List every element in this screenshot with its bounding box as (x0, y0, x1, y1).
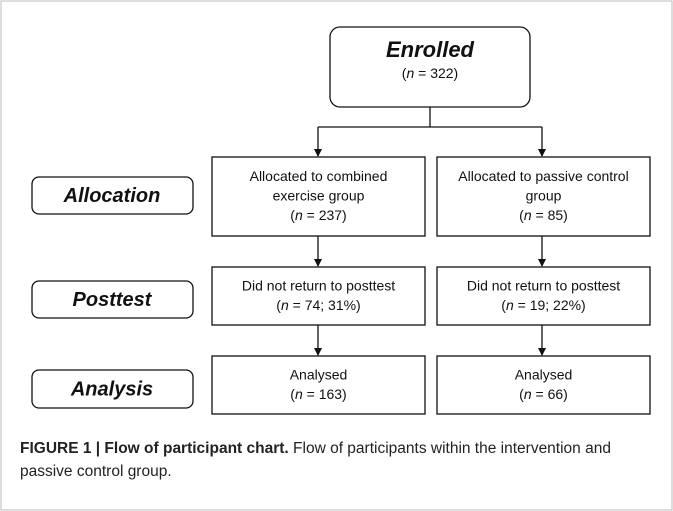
text-part: Allocated to passive control (458, 168, 628, 184)
box-text-line: Allocated to combined (250, 168, 388, 184)
text-part: n (506, 296, 514, 312)
text-part: = 322) (414, 65, 458, 81)
text-part: n (524, 207, 532, 223)
text-part: Analysed (515, 366, 573, 382)
text-part: exercise group (273, 187, 365, 203)
stage-box (31, 176, 194, 215)
text-part: = 163) (303, 385, 347, 401)
stage-left-box (211, 355, 426, 415)
stage-right-box (436, 266, 651, 326)
box-text-line: Analysed (515, 366, 573, 382)
stage-right-box (436, 355, 651, 415)
text-part: ( (276, 296, 281, 312)
stage-box (31, 280, 194, 319)
text-part: = 66) (532, 385, 568, 401)
stage-label: Analysis (70, 378, 153, 400)
stage-label: Allocation (63, 185, 161, 207)
text-part: n (524, 385, 532, 401)
text-part: ( (290, 207, 295, 223)
text-part: Analysed (290, 366, 348, 382)
box-text-line: (n = 19; 22%) (501, 296, 585, 312)
box-text-line: Did not return to posttest (242, 277, 395, 293)
text-part: ( (402, 65, 407, 81)
text-part: = 237) (303, 207, 347, 223)
enrolled-count: (n = 322) (402, 65, 458, 81)
text-part: n (281, 296, 289, 312)
stage-left-box (211, 156, 426, 237)
text-part: = 19; 22%) (514, 296, 586, 312)
caption: FIGURE 1 | Flow of participant chart. Fl… (20, 437, 650, 483)
text-part: ( (519, 385, 524, 401)
box-text-line: (n = 163) (290, 385, 346, 401)
caption-text: Flow of participants within the interven… (20, 440, 611, 480)
text-part: group (526, 187, 562, 203)
box-text-line: group (526, 187, 562, 203)
box-text-line: (n = 66) (519, 385, 568, 401)
text-part: Did not return to posttest (242, 277, 395, 293)
text-part: n (295, 207, 303, 223)
box-text-line: (n = 85) (519, 207, 568, 223)
stage-label: Posttest (73, 289, 153, 311)
text-part: n (295, 385, 303, 401)
box-text-line: (n = 74; 31%) (276, 296, 360, 312)
stage-right-box (436, 156, 651, 237)
stage-box (31, 369, 194, 409)
enrolled-title: Enrolled (386, 37, 475, 62)
text-part: ( (501, 296, 506, 312)
caption-heading: FIGURE 1 | Flow of participant chart. (20, 440, 289, 457)
box-text-line: Allocated to passive control (458, 168, 628, 184)
text-part: = 74; 31%) (289, 296, 361, 312)
text-part: Did not return to posttest (467, 277, 620, 293)
box-text-line: (n = 237) (290, 207, 346, 223)
text-part: n (406, 65, 414, 81)
text-part: Allocated to combined (250, 168, 388, 184)
text-part: ( (290, 385, 295, 401)
text-part: ( (519, 207, 524, 223)
text-part: = 85) (532, 207, 568, 223)
box-text-line: exercise group (273, 187, 365, 203)
stage-left-box (211, 266, 426, 326)
box-text-line: Analysed (290, 366, 348, 382)
box-text-line: Did not return to posttest (467, 277, 620, 293)
